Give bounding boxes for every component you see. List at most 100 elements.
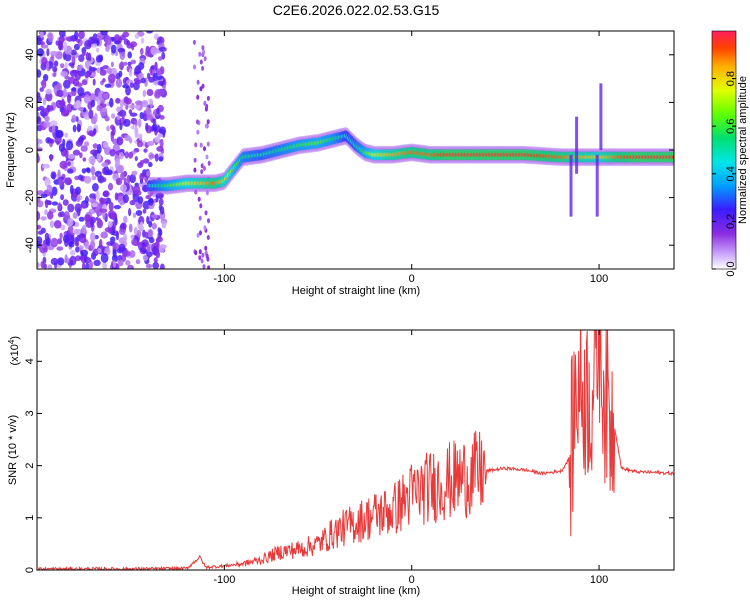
noise-speckle xyxy=(203,146,206,152)
noise-speckle xyxy=(123,177,127,185)
noise-speckle xyxy=(102,141,109,149)
noise-speckle xyxy=(194,142,198,148)
noise-speckle xyxy=(206,235,210,240)
noise-speckle xyxy=(91,175,97,181)
noise-speckle xyxy=(129,173,136,184)
y-tick-label: 20 xyxy=(24,96,36,108)
noise-speckle xyxy=(59,232,63,239)
noise-speckle xyxy=(84,40,92,50)
noise-speckle xyxy=(199,203,203,209)
noise-speckle xyxy=(108,201,114,211)
noise-speckle xyxy=(78,174,83,181)
noise-speckle xyxy=(60,63,65,69)
noise-speckle xyxy=(207,160,211,166)
noise-speckle xyxy=(67,217,74,227)
noise-speckle xyxy=(75,255,82,262)
snr-panel: -100 0 100 0 1 2 3 4 Height of straight line (… xyxy=(7,329,675,597)
noise-speckle xyxy=(94,112,98,123)
noise-speckle xyxy=(146,88,154,97)
noise-speckle xyxy=(155,250,161,259)
noise-speckle xyxy=(53,60,59,67)
noise-speckle xyxy=(79,152,83,159)
noise-speckle xyxy=(77,87,85,97)
noise-speckle xyxy=(203,225,207,231)
noise-speckle xyxy=(88,198,96,203)
noise-speckle xyxy=(130,59,137,65)
noise-speckle xyxy=(145,50,152,57)
noise-speckle xyxy=(142,208,147,214)
noise-speckle xyxy=(80,201,87,209)
noise-speckle xyxy=(65,36,74,42)
noise-speckle xyxy=(37,69,42,78)
noise-speckle xyxy=(37,230,44,235)
noise-speckle xyxy=(131,170,138,176)
noise-speckle xyxy=(57,169,61,177)
colorbar-ticks: 0.0 0.2 0.4 0.6 0.8 xyxy=(712,71,737,277)
noise-speckle xyxy=(140,47,144,56)
noise-speckle xyxy=(88,65,93,76)
noise-speckle xyxy=(119,200,124,206)
noise-speckle xyxy=(206,141,210,147)
noise-speckle xyxy=(121,113,125,119)
noise-speckle xyxy=(205,123,208,129)
noise-speckle xyxy=(92,183,99,192)
noise-speckle xyxy=(107,73,116,84)
noise-speckle xyxy=(67,154,76,159)
noise-speckle xyxy=(104,115,110,122)
noise-speckle xyxy=(134,156,138,162)
noise-speckle xyxy=(116,115,121,120)
noise-speckle xyxy=(94,234,99,240)
noise-speckle xyxy=(146,72,151,80)
noise-speckle xyxy=(113,205,122,210)
noise-speckle xyxy=(47,211,54,220)
noise-speckle xyxy=(134,132,140,139)
noise-speckle xyxy=(192,39,196,45)
noise-speckle xyxy=(161,220,167,229)
noise-speckle xyxy=(120,184,127,192)
noise-speckle xyxy=(156,107,160,115)
noise-speckle xyxy=(202,166,206,171)
noise-speckle xyxy=(67,94,72,104)
noise-speckle xyxy=(52,124,56,133)
noise-speckle xyxy=(80,249,89,257)
noise-speckle xyxy=(37,116,42,125)
spectrogram-y-ticks: 40 20 0 -20 -40 xyxy=(24,49,674,253)
noise-speckle xyxy=(150,46,158,56)
snr-y-multiplier: (x104) xyxy=(7,336,21,366)
noise-speckle xyxy=(77,65,83,72)
noise-speckle xyxy=(204,245,208,251)
noise-speckle xyxy=(148,98,153,104)
noise-speckle xyxy=(57,202,62,211)
noise-speckle xyxy=(200,169,204,175)
noise-speckle xyxy=(99,197,104,204)
noise-speckle xyxy=(76,38,81,43)
noise-speckle xyxy=(146,215,150,225)
noise-speckle xyxy=(115,158,121,167)
noise-speckle xyxy=(151,214,159,219)
noise-speckle xyxy=(158,244,165,253)
noise-speckle xyxy=(199,142,203,148)
noise-speckle xyxy=(92,143,99,149)
noise-speckle xyxy=(96,67,100,73)
noise-speckle xyxy=(105,169,113,175)
noise-speckle xyxy=(141,101,149,108)
noise-speckle xyxy=(102,78,106,83)
noise-speckle xyxy=(128,223,133,233)
noise-speckle xyxy=(67,203,75,213)
noise-speckle xyxy=(78,136,85,142)
noise-speckle xyxy=(107,182,114,191)
snr-y-multiplier-close: ) xyxy=(9,336,21,340)
noise-speckle xyxy=(100,253,109,263)
snr-y-ticks: 0 1 2 3 4 xyxy=(24,358,674,573)
noise-speckle xyxy=(97,217,102,226)
noise-speckle xyxy=(45,88,52,95)
noise-speckle xyxy=(158,198,164,206)
noise-speckle xyxy=(199,86,203,92)
noise-speckle xyxy=(68,62,75,67)
noise-speckle xyxy=(128,265,133,269)
noise-speckle xyxy=(145,195,152,200)
x-tick-label: 0 xyxy=(409,273,415,285)
noise-speckle xyxy=(201,45,205,51)
noise-speckle xyxy=(37,138,41,144)
colorbar: 0.0 0.2 0.4 0.6 0.8 Normalized spectral ampl… xyxy=(711,30,749,277)
